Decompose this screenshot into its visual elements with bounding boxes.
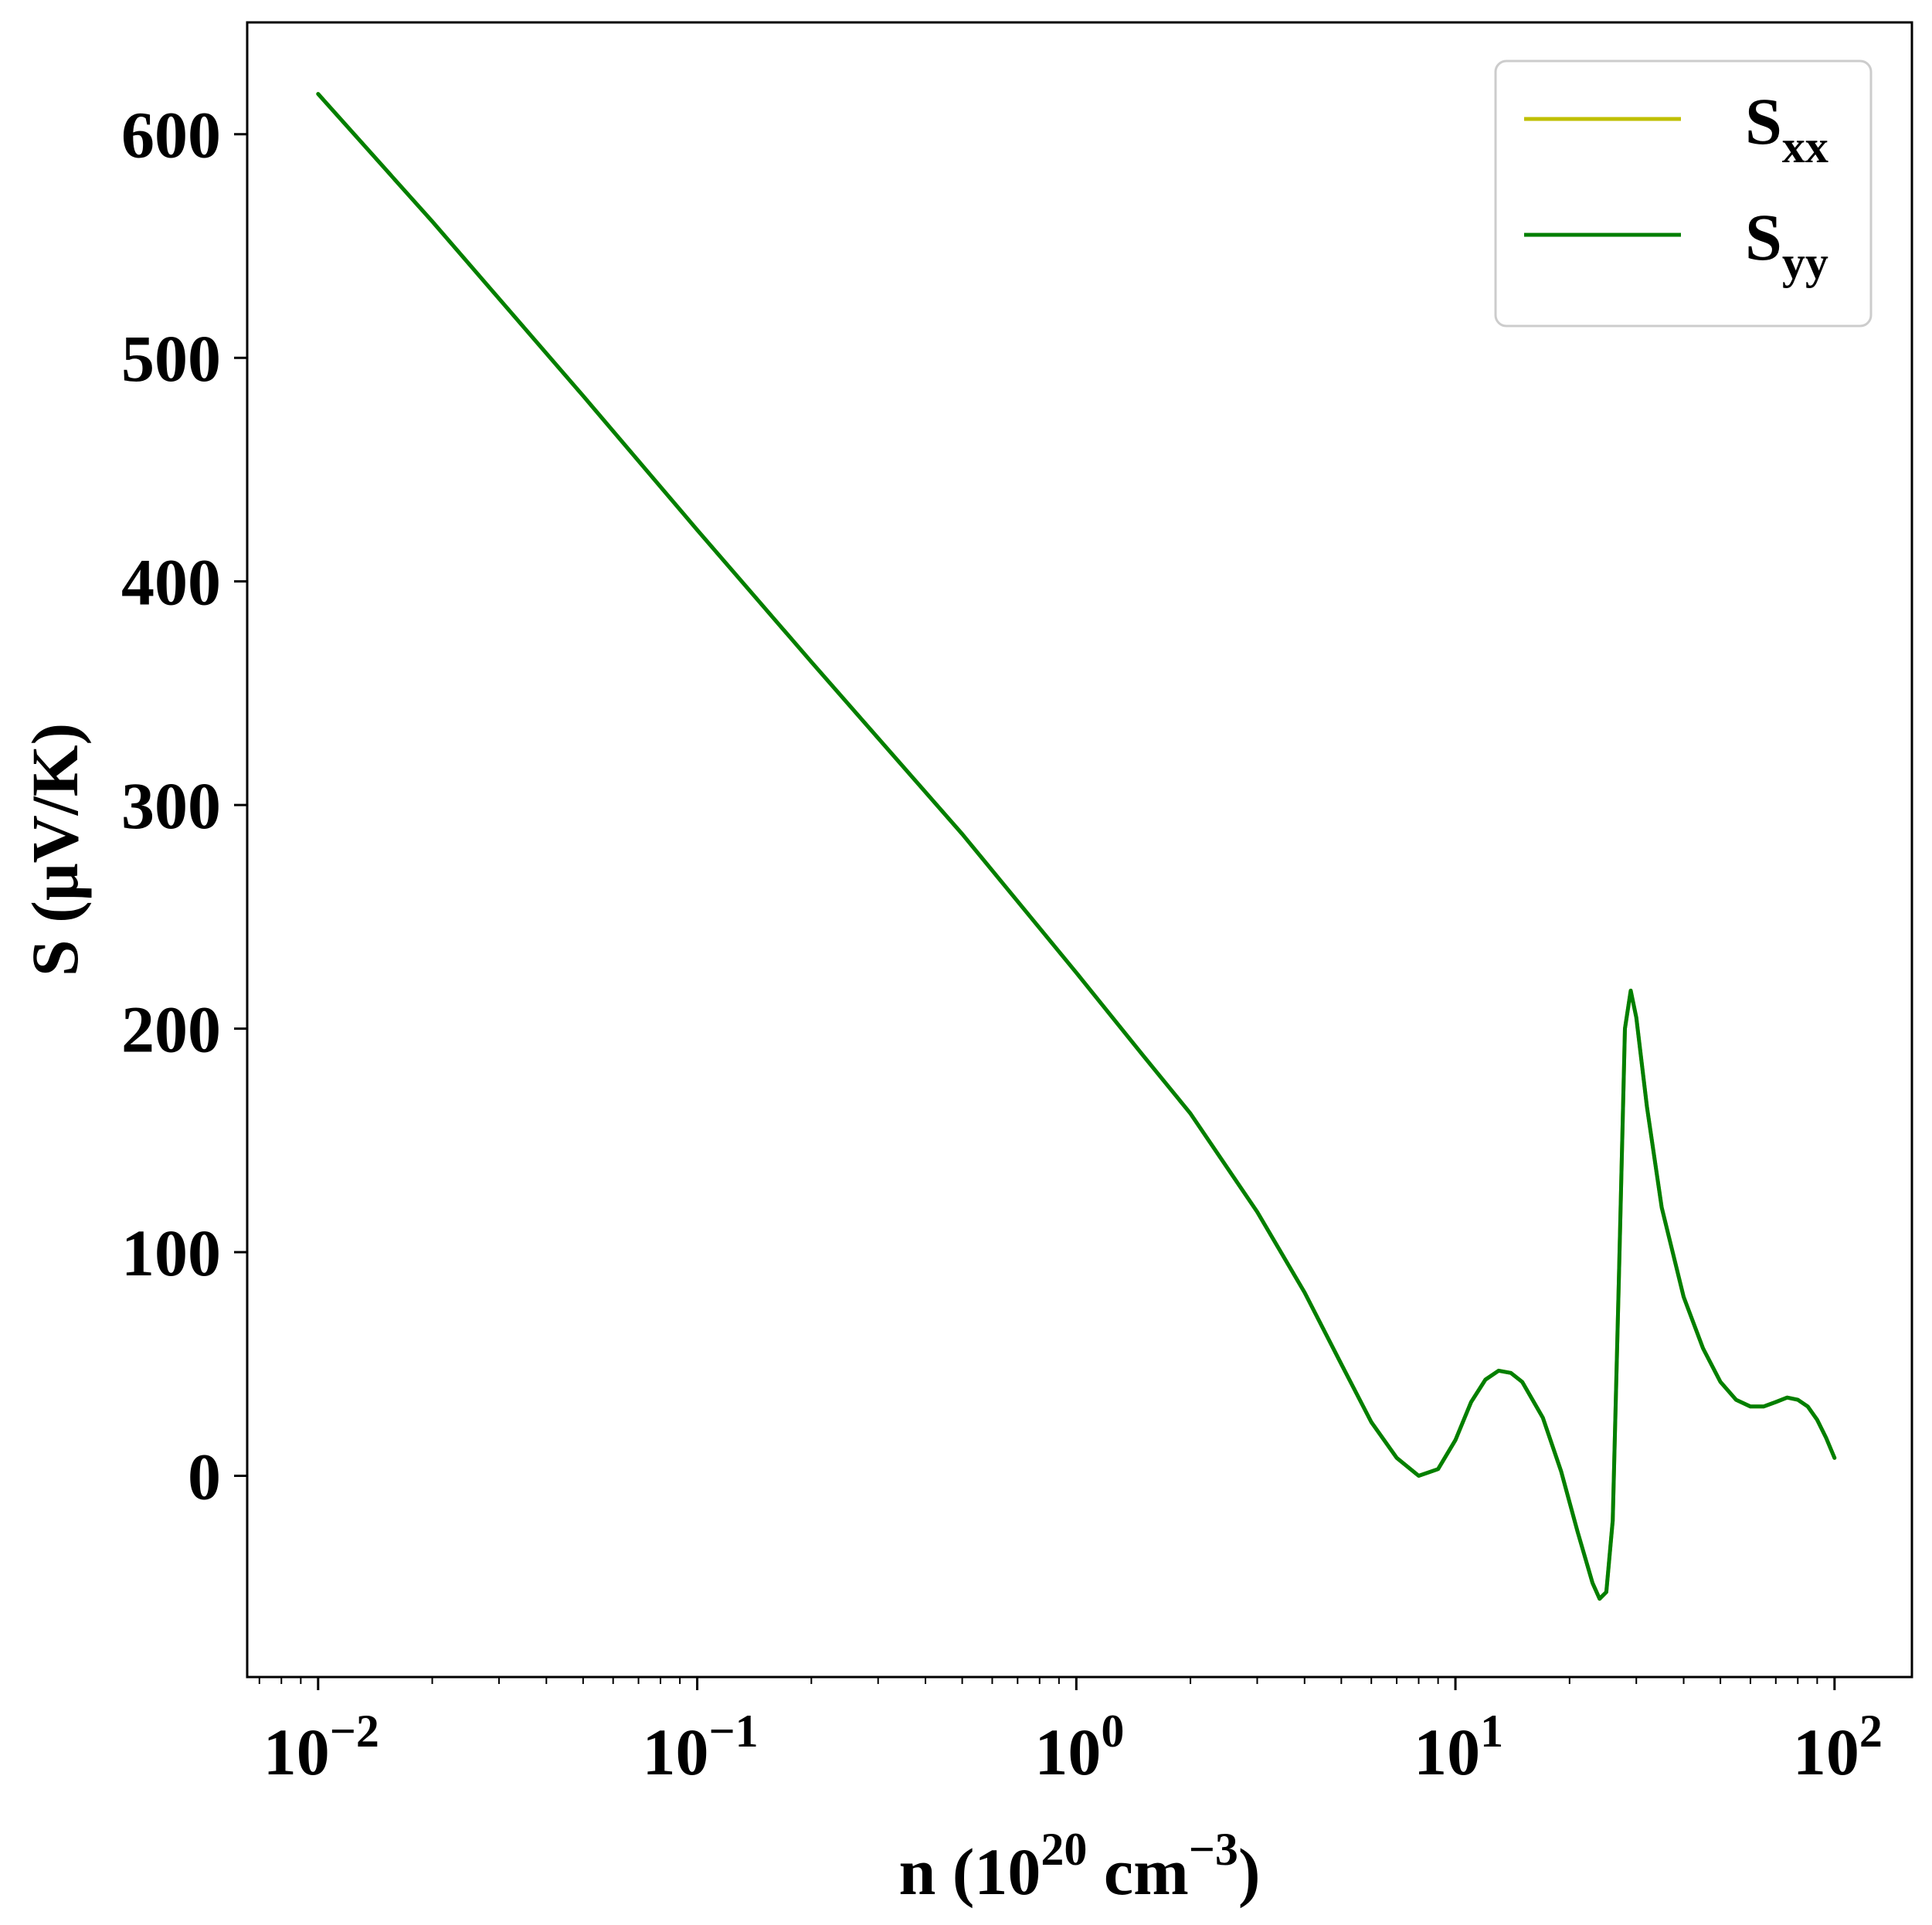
y-tick-label: 500	[121, 321, 221, 396]
x-tick-label: 10−2	[263, 1706, 379, 1789]
y-tick-label: 0	[188, 1439, 221, 1513]
y-axis-label: S (μV/K)	[18, 723, 92, 976]
x-tick-label: 101	[1414, 1706, 1503, 1789]
x-axis-label-mid: cm	[1087, 1835, 1188, 1909]
series-line-yy	[316, 92, 1837, 1601]
x-axis-label-end: )	[1238, 1835, 1261, 1909]
legend-label-xx: Sxx	[1745, 84, 1828, 172]
x-axis-label: n (1020 cm−3)	[898, 1824, 1260, 1909]
legend-label-yy: Syy	[1745, 200, 1828, 288]
y-tick-label: 600	[121, 98, 221, 172]
legend: Sxx Syy	[1494, 59, 1873, 328]
legend-box	[1494, 59, 1873, 328]
y-tick-label: 400	[121, 545, 221, 620]
axes-layer: 0 100 200 300 400 500 600 10−2 10−1 100 101 102	[121, 21, 1913, 1789]
plot-frame	[246, 21, 1913, 1679]
x-tick-label: 102	[1793, 1706, 1883, 1789]
x-axis-label-main: n (10	[898, 1835, 1041, 1909]
x-tick-label: 10−1	[642, 1706, 758, 1789]
x-tick-label: 100	[1034, 1706, 1124, 1789]
x-axis-label-sup2: −3	[1189, 1824, 1238, 1875]
y-tick-label: 100	[121, 1216, 221, 1290]
y-tick-label: 300	[121, 769, 221, 843]
y-tick-label: 200	[121, 993, 221, 1067]
series-layer	[316, 92, 1837, 1601]
x-axis-label-sup1: 20	[1041, 1824, 1087, 1875]
